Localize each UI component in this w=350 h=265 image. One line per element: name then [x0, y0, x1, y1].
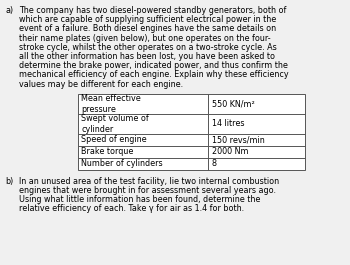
Text: stroke cycle, whilst the other operates on a two-stroke cycle. As: stroke cycle, whilst the other operates … [19, 43, 277, 52]
Text: values may be different for each engine.: values may be different for each engine. [19, 80, 183, 89]
Text: In an unused area of the test facility, lie two internal combustion: In an unused area of the test facility, … [19, 177, 279, 186]
Text: Using what little information has been found, determine the: Using what little information has been f… [19, 195, 260, 204]
Bar [78, 94, 305, 170]
Text: 550 KN/m²: 550 KN/m² [212, 99, 255, 108]
Text: event of a failure. Both diesel engines have the same details on: event of a failure. Both diesel engines … [19, 24, 276, 33]
Text: engines that were brought in for assessment several years ago.: engines that were brought in for assessm… [19, 186, 276, 195]
Text: 2000 Nm: 2000 Nm [212, 147, 248, 156]
Text: relative efficiency of each. Take γ for air as 1.4 for both.: relative efficiency of each. Take γ for … [19, 204, 244, 213]
Text: their name plates (given below), but one operates on the four-: their name plates (given below), but one… [19, 34, 271, 43]
Text: Swept volume of
cylinder: Swept volume of cylinder [81, 114, 149, 134]
Text: b): b) [5, 177, 13, 186]
Text: Number of cylinders: Number of cylinders [81, 159, 163, 168]
Text: all the other information has been lost, you have been asked to: all the other information has been lost,… [19, 52, 275, 61]
Text: The company has two diesel-powered standby generators, both of: The company has two diesel-powered stand… [19, 6, 286, 15]
Text: Speed of engine: Speed of engine [81, 135, 147, 144]
Text: Mean effective
pressure: Mean effective pressure [81, 94, 141, 114]
Text: which are capable of supplying sufficient electrical power in the: which are capable of supplying sufficien… [19, 15, 276, 24]
Text: 150 revs/min: 150 revs/min [212, 135, 265, 144]
Text: mechanical efficiency of each engine. Explain why these efficiency: mechanical efficiency of each engine. Ex… [19, 70, 289, 80]
Text: a): a) [5, 6, 13, 15]
Text: Brake torque: Brake torque [81, 147, 133, 156]
Text: 14 litres: 14 litres [212, 119, 245, 128]
Text: 8: 8 [212, 159, 217, 168]
Text: determine the brake power, indicated power, and thus confirm the: determine the brake power, indicated pow… [19, 61, 288, 70]
